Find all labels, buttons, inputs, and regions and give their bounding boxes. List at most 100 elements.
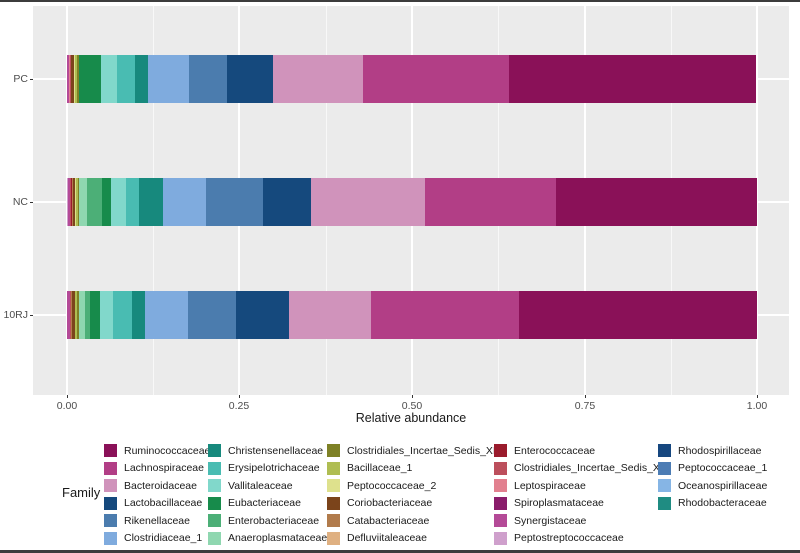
- legend-item: Christensenellaceae: [208, 442, 327, 460]
- bar-segment-Enterococcaceae: [71, 178, 72, 226]
- x-tick-label: 0.50: [401, 400, 423, 412]
- legend-color-swatch: [327, 496, 340, 510]
- legend-family-label: Erysipelotrichaceae: [228, 462, 320, 475]
- bar-segment-Vallitaleaceae: [110, 178, 126, 226]
- legend-color-swatch: [494, 479, 507, 493]
- legend-item: Erysipelotrichaceae: [208, 460, 327, 478]
- x-axis-tick: [239, 395, 240, 398]
- legend-family-label: Spiroplasmataceae: [514, 497, 604, 510]
- legend-color-swatch: [327, 531, 340, 545]
- legend-item: Lachnospiraceae: [104, 460, 210, 478]
- legend-family-label: Lachnospiraceae: [124, 462, 204, 475]
- bar-segment-Bacteroidaceae: [288, 291, 372, 339]
- bar-segment-Bacillaceae_1: [75, 55, 78, 103]
- bar-segment-Anaeroplasmataceae: [78, 291, 85, 339]
- bar-segment-Lachnospiraceae: [424, 178, 557, 226]
- legend-family-label: Rikenellaceae: [124, 514, 190, 527]
- legend-item: Oceanospirillaceae: [658, 477, 767, 495]
- legend-family-label: Coriobacteriaceae: [347, 497, 433, 510]
- bar-segment-Catabacteriaceae: [71, 291, 72, 339]
- legend-item: Vallitaleaceae: [208, 477, 327, 495]
- legend-family-label: Leptospiraceae: [514, 479, 586, 492]
- legend-column: Rhodospirillaceae Peptococcaceae_1 Oceanos…: [658, 442, 767, 512]
- bar-segment-Clostridiales_Incertae_Sedis_XII: [70, 55, 72, 103]
- bar-segment-Ruminococcaceae: [509, 55, 756, 103]
- legend-color-swatch: [208, 496, 221, 510]
- bar-segment-Clostridiales_Incertae_Sedis_XIII: [76, 291, 79, 339]
- legend-color-swatch: [494, 496, 507, 510]
- y-axis-tick: [30, 315, 33, 316]
- legend-item: Spiroplasmataceae: [494, 495, 666, 513]
- x-axis-tick: [757, 395, 758, 398]
- legend-item: Bacillaceae_1: [327, 460, 502, 478]
- legend-item: Peptostreptococcaceae: [494, 530, 666, 548]
- legend-item: Enterobacteriaceae: [208, 512, 327, 530]
- legend-family-label: Peptococcaceae_2: [347, 479, 437, 492]
- x-axis-title: Relative abundance: [355, 411, 467, 425]
- legend-color-swatch: [494, 461, 507, 475]
- bar-segment-Clostridiales_Incertae_Sedis_XIII: [77, 55, 80, 103]
- legend-color-swatch: [104, 531, 117, 545]
- bar-segment-Rikenellaceae: [189, 55, 228, 103]
- screenshot-top-border: [0, 0, 800, 2]
- bar-segment-Catabacteriaceae: [71, 178, 73, 226]
- legend-item: Eubacteriaceae: [208, 495, 327, 513]
- legend-item: Rhodobacteraceae: [658, 495, 767, 513]
- y-category-label-10RJ: 10RJ: [3, 309, 28, 321]
- legend-family-label: Ruminococcaceae: [124, 444, 211, 457]
- legend-column: Enterococcaceae Clostridiales_Incertae_Se…: [494, 442, 666, 547]
- x-axis-tick: [67, 395, 68, 398]
- bar-segment-Peptostreptococcaceae: [67, 178, 68, 226]
- legend-family-label: Clostridiales_Incertae_Sedis_XII: [514, 462, 666, 475]
- legend-color-swatch: [327, 444, 340, 458]
- legend-color-swatch: [494, 514, 507, 528]
- legend-color-swatch: [494, 531, 507, 545]
- bar-segment-Synergistaceae: [67, 178, 70, 226]
- legend-family-label: Defluviitaleaceae: [347, 532, 427, 545]
- legend-color-swatch: [208, 479, 221, 493]
- legend-column: Clostridiales_Incertae_Sedis_XIII Bacilla…: [327, 442, 502, 547]
- legend-color-swatch: [327, 461, 340, 475]
- legend-item: Anaeroplasmataceae: [208, 530, 327, 548]
- legend-column: Christensenellaceae Erysipelotrichaceae Va…: [208, 442, 327, 547]
- legend-family-label: Bacillaceae_1: [347, 462, 413, 475]
- legend-family-label: Rhodospirillaceae: [678, 444, 762, 457]
- x-axis-tick: [412, 395, 413, 398]
- bar-segment-Lachnospiraceae: [371, 291, 520, 339]
- bar-segment-Enterobacteriaceae: [84, 291, 90, 339]
- legend-color-swatch: [208, 444, 221, 458]
- bar-segment-Peptococcaceae_2: [75, 178, 76, 226]
- bar-segment-Erysipelotrichaceae: [113, 291, 133, 339]
- bar-segment-Enterobacteriaceae: [87, 178, 103, 226]
- bar-segment-Bacteroidaceae: [273, 55, 363, 103]
- legend-color-swatch: [327, 479, 340, 493]
- legend-item: Enterococcaceae: [494, 442, 666, 460]
- legend-item: Synergistaceae: [494, 512, 666, 530]
- legend-family-label: Anaeroplasmataceae: [228, 532, 328, 545]
- bar-segment-Erysipelotrichaceae: [116, 55, 135, 103]
- legend-color-swatch: [494, 444, 507, 458]
- legend-family-label: Lactobacillaceae: [124, 497, 203, 510]
- bar-segment-Bacteroidaceae: [311, 178, 425, 226]
- legend-color-swatch: [658, 496, 671, 510]
- x-tick-label: 0.75: [574, 400, 596, 412]
- bar-segment-Eubacteriaceae: [79, 55, 102, 103]
- legend-family-label: Peptostreptococcaceae: [514, 532, 624, 545]
- bar-segment-Peptococcaceae_2: [74, 291, 76, 339]
- legend-family-label: Clostridiaceae_1: [124, 532, 203, 545]
- legend-column: Ruminococcaceae Lachnospiraceae Bacteroida…: [104, 442, 210, 547]
- bar-segment-Lactobacillaceae: [236, 291, 289, 339]
- plot-panel: [33, 6, 789, 395]
- legend-item: Ruminococcaceae: [104, 442, 210, 460]
- bar-segment-Leptospiraceae: [69, 291, 71, 339]
- legend-item: Clostridiales_Incertae_Sedis_XIII: [327, 442, 502, 460]
- legend-item: Coriobacteriaceae: [327, 495, 502, 513]
- bar-segment-Lactobacillaceae: [262, 178, 312, 226]
- bar-segment-Christensenellaceae: [134, 55, 148, 103]
- bar-segment-Leptospiraceae: [69, 178, 71, 226]
- x-tick-label: 0.25: [228, 400, 250, 412]
- bar-segment-Rikenellaceae: [205, 178, 263, 226]
- legend-color-swatch: [104, 444, 117, 458]
- bar-segment-Vallitaleaceae: [101, 55, 117, 103]
